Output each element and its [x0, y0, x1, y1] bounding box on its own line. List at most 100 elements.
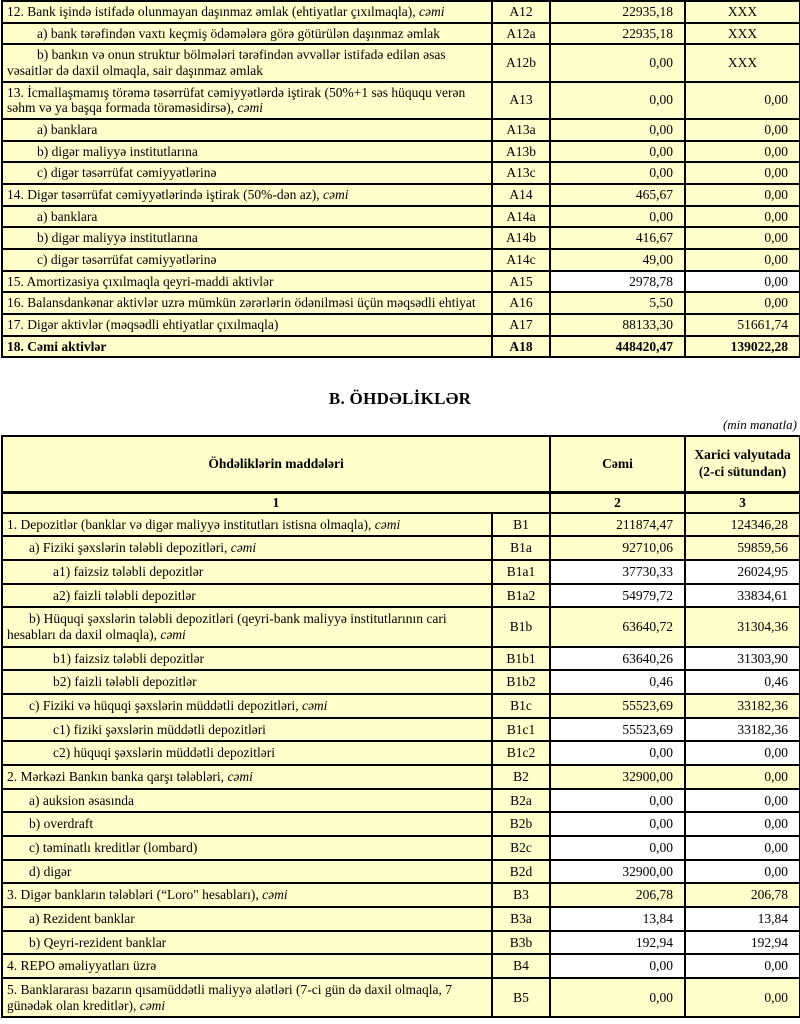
row-label: c) digər təsərrüfat cəmiyyətlərinə [1, 161, 493, 185]
row-code: A13a [491, 117, 551, 142]
row-B4: 4. REPO əməliyyatları üzrə B4 0,00 0,00 [1, 953, 800, 979]
row-A15: 15. Amortizasiya çıxılmaqla qeyri-maddi … [1, 269, 800, 294]
row-label: a) Rezident banklar [1, 905, 493, 932]
row-label: a1) faizsiz tələbli depozitlər [1, 559, 493, 585]
row-label: b) bankın və onun struktur bölmələri tər… [1, 43, 493, 83]
liabilities-table-body: 1. Depozitlər (banklar və digər maliyyə … [1, 511, 800, 1019]
row-B1b2: b2) faizli tələbli depozitlər B1b2 0,46 … [1, 669, 800, 696]
row-code: A15 [491, 269, 551, 294]
row-label: b2) faizli tələbli depozitlər [1, 669, 493, 696]
row-label: b) digər maliyyə institutlarına [1, 139, 493, 164]
row-value-foreign: 0,00 [684, 740, 800, 767]
row-value-foreign: 0,00 [684, 204, 800, 229]
row-code: B1c2 [490, 740, 552, 767]
row-B1a: a) Fiziki şəxslərin tələbli depozitləri,… [1, 535, 800, 562]
row-value-total: 22935,18 [549, 21, 686, 46]
row-value-foreign: 0,00 [684, 247, 800, 272]
row-value-total: 0,00 [549, 43, 686, 83]
row-value-foreign: 124346,28 [684, 511, 800, 538]
row-B1c1: c1) fiziki şəxslərin müddətli depozitlər… [1, 716, 800, 743]
row-value-foreign: 0,00 [684, 139, 800, 164]
row-value-total: 49,00 [549, 247, 686, 272]
row-value-total: 92710,06 [549, 535, 687, 562]
row-value-total: 192,94 [549, 929, 687, 956]
row-code: B1c [490, 693, 552, 719]
row-value-foreign: 0,00 [684, 291, 800, 315]
row-B1a2: a2) faizli tələbli depozitlər B1a2 54979… [1, 582, 800, 609]
column-number-1: 1 [0, 491, 552, 514]
row-value-foreign: 0,00 [684, 226, 800, 250]
row-code: A14a [491, 204, 551, 229]
row-label: a) Fiziki şəxslərin tələbli depozitləri,… [1, 535, 493, 562]
row-value-total: 465,67 [549, 182, 686, 207]
row-B1b: b) Hüquqi şəxslərin tələbli depozitləri … [1, 606, 800, 648]
row-value-foreign: XXX [684, 21, 800, 46]
row-A14b: b) digər maliyyə institutlarına A14b 416… [1, 226, 800, 250]
row-value-total: 0,00 [549, 80, 686, 120]
header-foreign: Xarici valyutada (2-ci sütundan) [684, 435, 800, 495]
row-value-total: 37730,33 [549, 559, 687, 585]
row-value-foreign: 33182,36 [684, 716, 800, 743]
row-value-total: 2978,78 [549, 269, 686, 294]
row-code: A14 [491, 182, 551, 207]
row-value-foreign: 0,46 [684, 669, 800, 696]
row-value-foreign: 0,00 [684, 953, 800, 979]
row-code: B5 [490, 976, 552, 1019]
assets-table-body: 12. Bank işində istifadə olunmayan daşın… [1, 0, 800, 359]
row-value-foreign: 26024,95 [684, 559, 800, 585]
row-code: B2d [490, 858, 552, 885]
row-code: B2b [490, 811, 552, 837]
row-label: 18. Cəmi aktivlər [1, 334, 493, 359]
row-value-total: 22935,18 [549, 0, 686, 24]
row-value-total: 32900,00 [549, 764, 687, 790]
row-code: A18 [491, 334, 551, 359]
row-value-total: 55523,69 [549, 693, 687, 719]
row-value-foreign: 206,78 [684, 882, 800, 908]
row-code: B1b [490, 606, 552, 648]
row-A13c: c) digər təsərrüfat cəmiyyətlərinə A13c … [1, 161, 800, 185]
row-code: B1a [490, 535, 552, 562]
row-A14a: a) banklara A14a 0,00 0,00 [1, 204, 800, 229]
row-label: 2. Mərkəzi Bankın banka qarşı tələbləri,… [1, 764, 493, 790]
row-label: b) overdraft [1, 811, 493, 837]
row-code: B1a2 [490, 582, 552, 609]
row-value-foreign: 59859,56 [684, 535, 800, 562]
row-value-total: 206,78 [549, 882, 687, 908]
row-label: c2) hüquqi şəxslərin müddətli depozitlər… [1, 740, 493, 767]
row-value-total: 211874,47 [549, 511, 687, 538]
row-label: c1) fiziki şəxslərin müddətli depozitlər… [1, 716, 493, 743]
row-code: B3 [490, 882, 552, 908]
row-code: A12a [491, 21, 551, 46]
row-B5: 5. Banklararası bazarın qısamüddətli mal… [1, 976, 800, 1019]
row-label: 3. Digər bankların tələbləri (“Loro" hes… [1, 882, 493, 908]
row-code: A17 [491, 312, 551, 337]
row-code: B2c [490, 835, 552, 861]
row-value-total: 63640,72 [549, 606, 687, 648]
row-value-total: 63640,26 [549, 645, 687, 672]
row-label: 16. Balansdankənar aktivlər uzrə mümkün … [1, 291, 493, 315]
row-B1a1: a1) faizsiz tələbli depozitlər B1a1 3773… [1, 559, 800, 585]
row-B2b: b) overdraft B2b 0,00 0,00 [1, 811, 800, 837]
row-value-total: 0,00 [549, 811, 687, 837]
row-value-foreign: 0,00 [684, 182, 800, 207]
column-number-2: 2 [549, 491, 687, 514]
row-value-foreign: 0,00 [684, 858, 800, 885]
row-label: b) Hüquqi şəxslərin tələbli depozitləri … [1, 606, 493, 648]
liabilities-header-row: Öhdəliklərin maddələri Cəmi Xarici valyu… [0, 435, 800, 495]
row-A14c: c) digər təsərrüfat cəmiyyətlərinə A14c … [1, 247, 800, 272]
row-value-foreign: 51661,74 [684, 312, 800, 337]
row-B1c: c) Fiziki və hüquqi şəxslərin müddətli d… [1, 693, 800, 719]
row-value-foreign: 31304,36 [684, 606, 800, 648]
row-value-foreign: 31303,90 [684, 645, 800, 672]
row-value-foreign: XXX [684, 0, 800, 24]
row-value-foreign: 0,00 [684, 976, 800, 1019]
row-code: A13 [491, 80, 551, 120]
row-A12: 12. Bank işində istifadə olunmayan daşın… [1, 0, 800, 24]
row-A13b: b) digər maliyyə institutlarına A13b 0,0… [1, 139, 800, 164]
row-code: A12b [491, 43, 551, 83]
row-value-total: 55523,69 [549, 716, 687, 743]
row-value-total: 0,00 [549, 139, 686, 164]
row-value-total: 416,67 [549, 226, 686, 250]
row-value-foreign: 0,00 [684, 787, 800, 814]
row-A13: 13. İcmallaşmamış törəmə təsərrüfat cəmi… [1, 80, 800, 120]
